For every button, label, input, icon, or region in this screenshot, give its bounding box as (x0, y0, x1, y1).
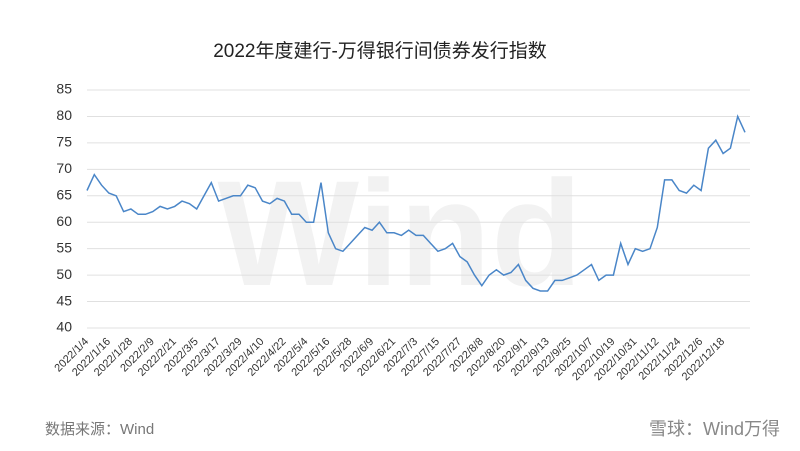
y-tick-label: 75 (56, 134, 72, 150)
y-tick-label: 55 (56, 239, 72, 255)
y-tick-label: 70 (56, 160, 72, 176)
watermark: 雪球：Wind万得 (649, 419, 780, 439)
source: 数据来源：Wind (45, 421, 154, 438)
y-tick-label: 45 (56, 292, 72, 308)
y-tick-label: 80 (56, 107, 72, 123)
chart-title: 2022年度建行-万得银行间债券发行指数 (213, 40, 547, 62)
line (86, 114, 746, 292)
y-tick-label: 60 (56, 213, 72, 229)
y-tick-label: 50 (56, 266, 72, 282)
y-tick-label: 85 (56, 81, 72, 97)
background-mark: Wind (217, 149, 582, 317)
y-tick-label: 65 (56, 186, 72, 202)
y-tick-label: 40 (56, 319, 72, 335)
